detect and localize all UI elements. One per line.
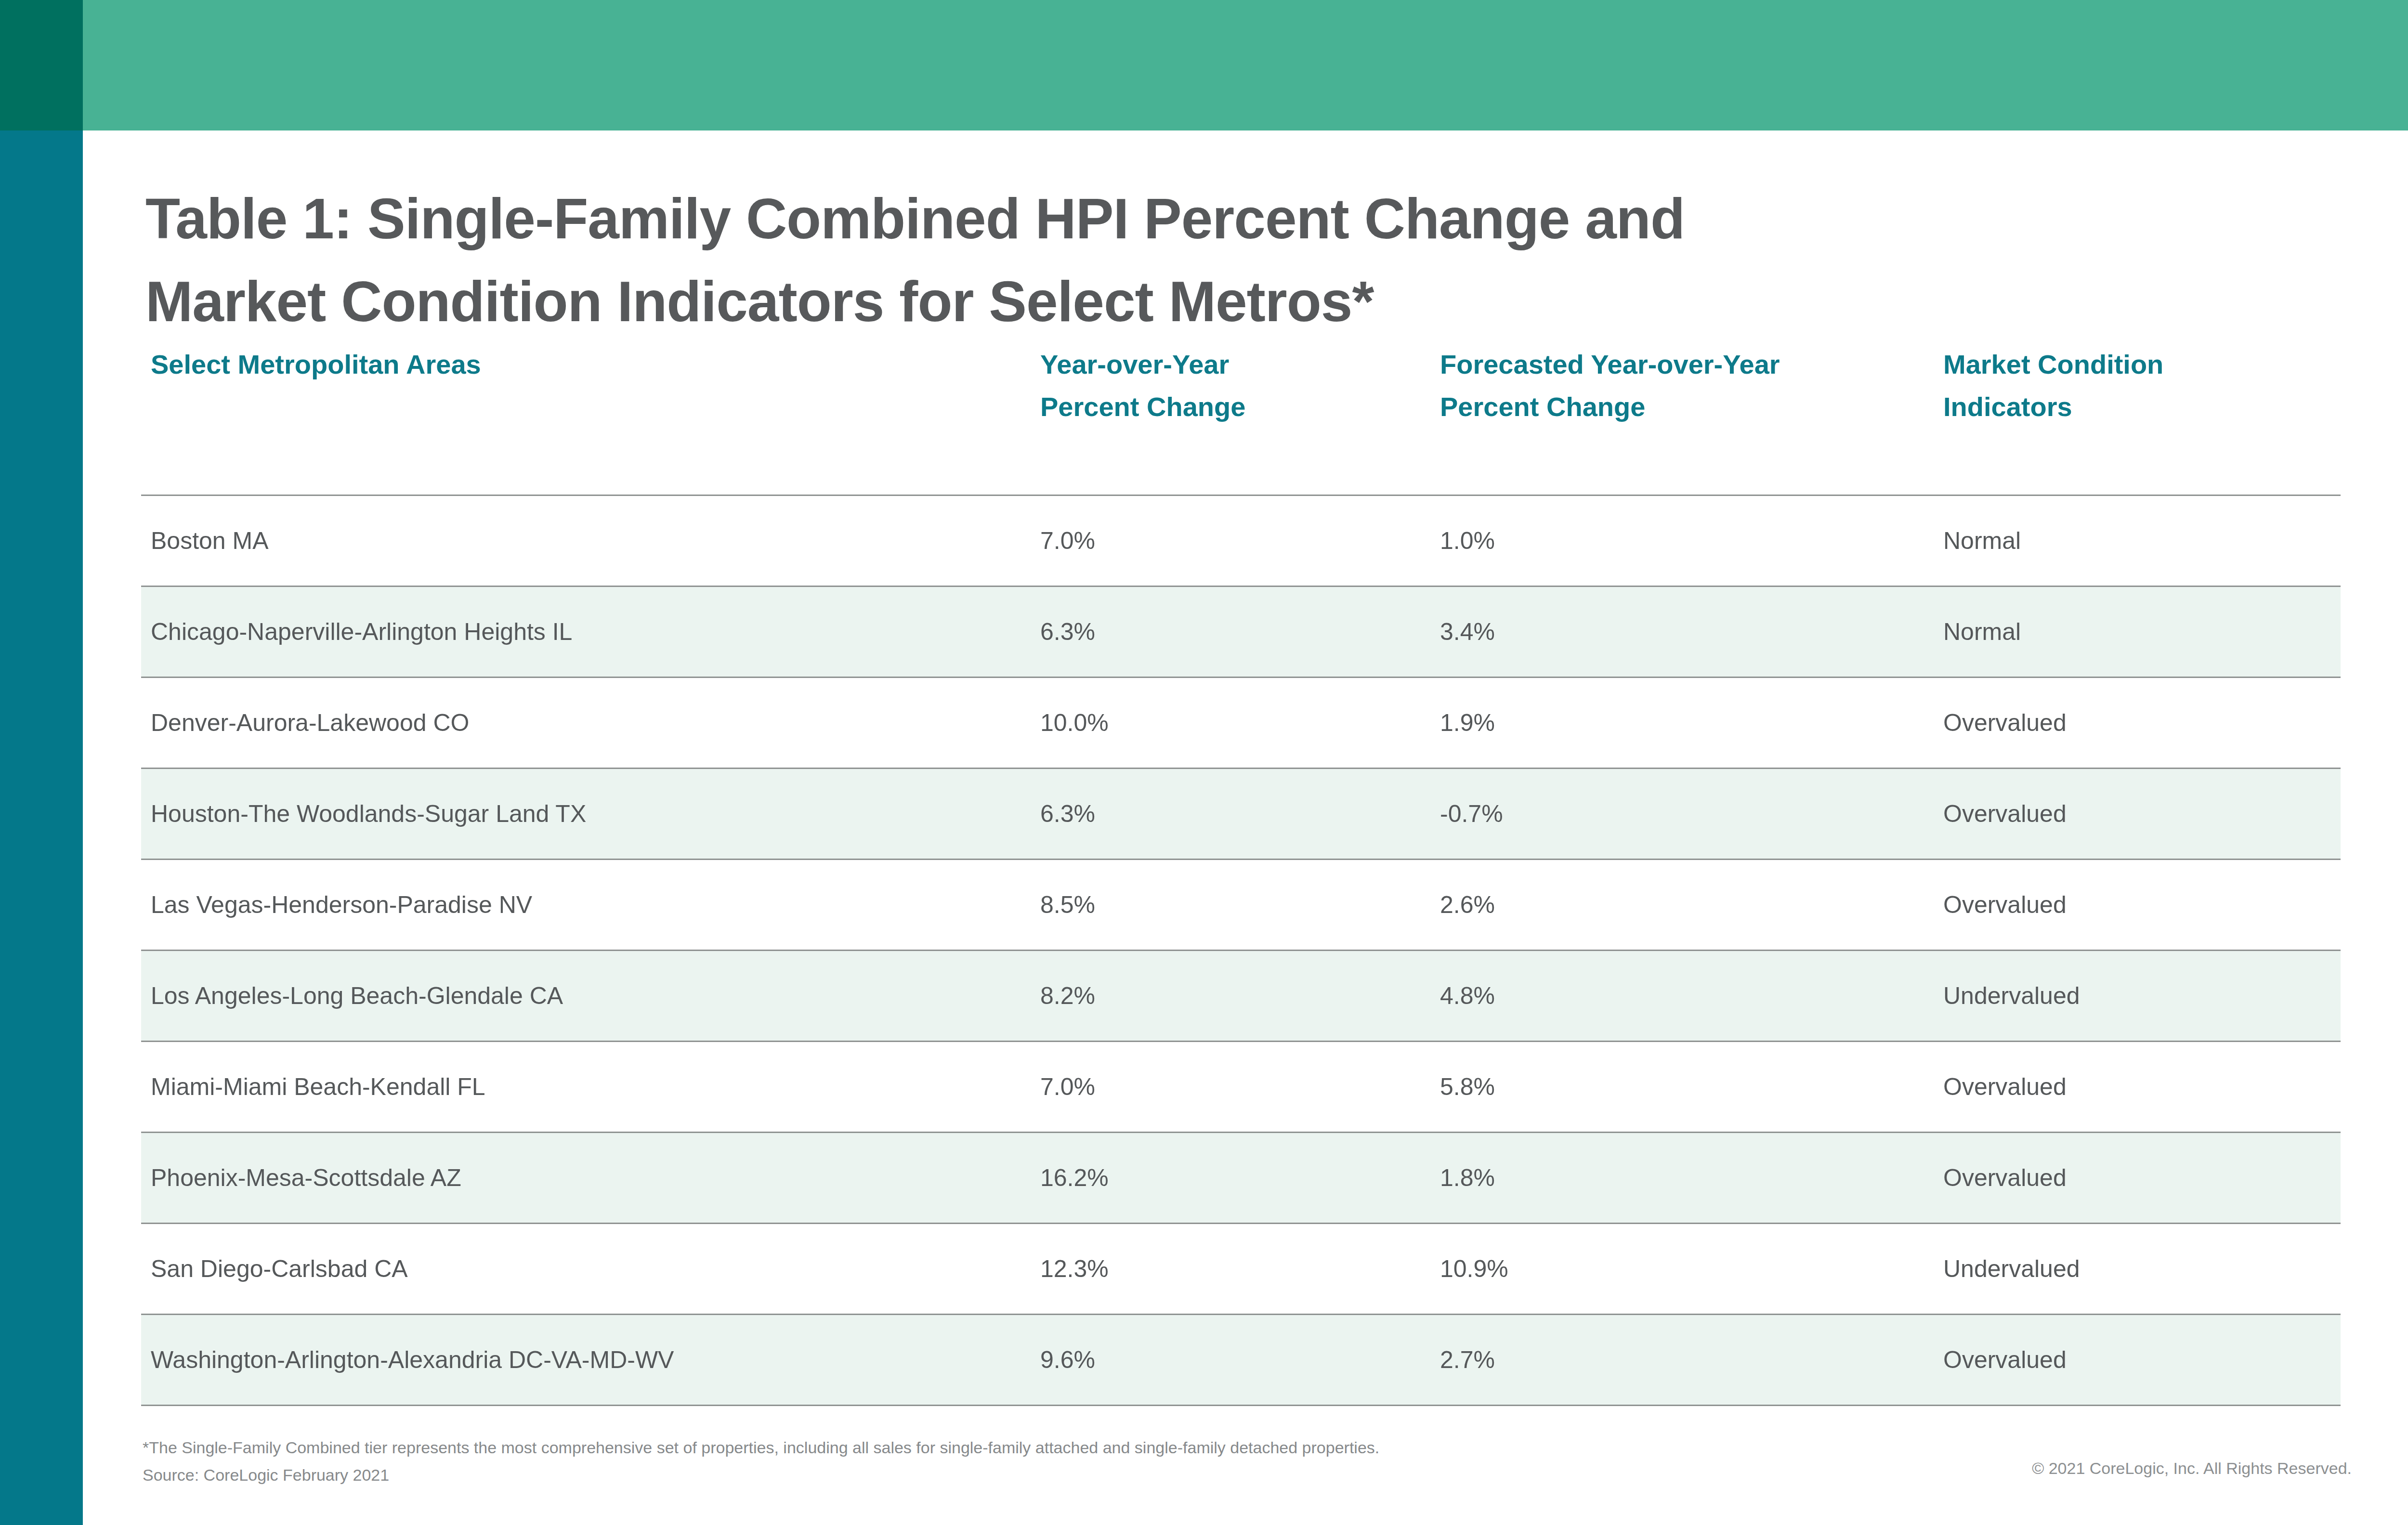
- cell-market-condition: Normal: [1943, 618, 2341, 646]
- cell-metro: Chicago-Naperville-Arlington Heights IL: [151, 618, 1040, 646]
- report-page: Table 1: Single-Family Combined HPI Perc…: [0, 0, 2408, 1525]
- cell-forecast-change: -0.7%: [1440, 800, 1943, 828]
- cell-yoy-change: 12.3%: [1040, 1255, 1440, 1283]
- cell-metro: Phoenix-Mesa-Scottsdale AZ: [151, 1164, 1040, 1192]
- cell-forecast-change: 1.9%: [1440, 709, 1943, 737]
- footnote-block: *The Single-Family Combined tier represe…: [143, 1434, 1379, 1489]
- table-row: Las Vegas-Henderson-Paradise NV 8.5% 2.6…: [141, 859, 2341, 950]
- cell-market-condition: Overvalued: [1943, 1164, 2341, 1192]
- cell-metro: Las Vegas-Henderson-Paradise NV: [151, 891, 1040, 919]
- cell-market-condition: Overvalued: [1943, 709, 2341, 737]
- cell-yoy-change: 6.3%: [1040, 800, 1440, 828]
- cell-yoy-change: 8.2%: [1040, 982, 1440, 1010]
- cell-forecast-change: 2.7%: [1440, 1346, 1943, 1374]
- table-row: Houston-The Woodlands-Sugar Land TX 6.3%…: [141, 768, 2341, 859]
- table-row: Boston MA 7.0% 1.0% Normal: [141, 495, 2341, 586]
- cell-yoy-change: 9.6%: [1040, 1346, 1440, 1374]
- cell-market-condition: Overvalued: [1943, 1346, 2341, 1374]
- table-header-row: Select Metropolitan Areas Year-over-Year…: [141, 343, 2341, 428]
- footnote-definition: *The Single-Family Combined tier represe…: [143, 1434, 1379, 1461]
- cell-forecast-change: 10.9%: [1440, 1255, 1943, 1283]
- cell-forecast-change: 1.8%: [1440, 1164, 1943, 1192]
- cell-metro: Miami-Miami Beach-Kendall FL: [151, 1073, 1040, 1101]
- side-strip: [0, 130, 83, 1525]
- copyright-notice: © 2021 CoreLogic, Inc. All Rights Reserv…: [2032, 1459, 2352, 1478]
- cell-forecast-change: 2.6%: [1440, 891, 1943, 919]
- table-body: Boston MA 7.0% 1.0% Normal Chicago-Naper…: [141, 495, 2341, 1406]
- header-corner-block: [0, 0, 83, 130]
- table-row: Los Angeles-Long Beach-Glendale CA 8.2% …: [141, 950, 2341, 1041]
- cell-yoy-change: 7.0%: [1040, 527, 1440, 555]
- cell-metro: Houston-The Woodlands-Sugar Land TX: [151, 800, 1040, 828]
- table-row: Denver-Aurora-Lakewood CO 10.0% 1.9% Ove…: [141, 677, 2341, 768]
- cell-metro: Boston MA: [151, 527, 1040, 555]
- table-row: Phoenix-Mesa-Scottsdale AZ 16.2% 1.8% Ov…: [141, 1132, 2341, 1223]
- column-header-forecast-change: Forecasted Year-over-Year Percent Change: [1440, 343, 1943, 428]
- cell-yoy-change: 10.0%: [1040, 709, 1440, 737]
- cell-forecast-change: 1.0%: [1440, 527, 1943, 555]
- cell-forecast-change: 5.8%: [1440, 1073, 1943, 1101]
- table-row: San Diego-Carlsbad CA 12.3% 10.9% Underv…: [141, 1223, 2341, 1314]
- table-row: Miami-Miami Beach-Kendall FL 7.0% 5.8% O…: [141, 1041, 2341, 1132]
- footnote-source: Source: CoreLogic February 2021: [143, 1461, 1379, 1489]
- table-row: Chicago-Naperville-Arlington Heights IL …: [141, 586, 2341, 677]
- cell-metro: Washington-Arlington-Alexandria DC-VA-MD…: [151, 1346, 1040, 1374]
- cell-forecast-change: 4.8%: [1440, 982, 1943, 1010]
- cell-market-condition: Overvalued: [1943, 800, 2341, 828]
- cell-yoy-change: 6.3%: [1040, 618, 1440, 646]
- cell-market-condition: Undervalued: [1943, 1255, 2341, 1283]
- cell-yoy-change: 7.0%: [1040, 1073, 1440, 1101]
- cell-market-condition: Overvalued: [1943, 1073, 2341, 1101]
- cell-yoy-change: 8.5%: [1040, 891, 1440, 919]
- cell-metro: Los Angeles-Long Beach-Glendale CA: [151, 982, 1040, 1010]
- cell-market-condition: Undervalued: [1943, 982, 2341, 1010]
- cell-metro: Denver-Aurora-Lakewood CO: [151, 709, 1040, 737]
- table-row: Washington-Arlington-Alexandria DC-VA-MD…: [141, 1314, 2341, 1405]
- cell-metro: San Diego-Carlsbad CA: [151, 1255, 1040, 1283]
- cell-market-condition: Overvalued: [1943, 891, 2341, 919]
- cell-market-condition: Normal: [1943, 527, 2341, 555]
- cell-forecast-change: 3.4%: [1440, 618, 1943, 646]
- page-title-line-1: Table 1: Single-Family Combined HPI Perc…: [145, 177, 1685, 260]
- column-header-yoy-change: Year-over-Year Percent Change: [1040, 343, 1440, 428]
- column-header-metro-areas: Select Metropolitan Areas: [151, 343, 1040, 386]
- column-header-market-condition: Market Condition Indicators: [1943, 343, 2341, 428]
- header-bar: [83, 0, 2408, 130]
- cell-yoy-change: 16.2%: [1040, 1164, 1440, 1192]
- page-title: Table 1: Single-Family Combined HPI Perc…: [145, 177, 1685, 343]
- page-title-line-2: Market Condition Indicators for Select M…: [145, 260, 1685, 343]
